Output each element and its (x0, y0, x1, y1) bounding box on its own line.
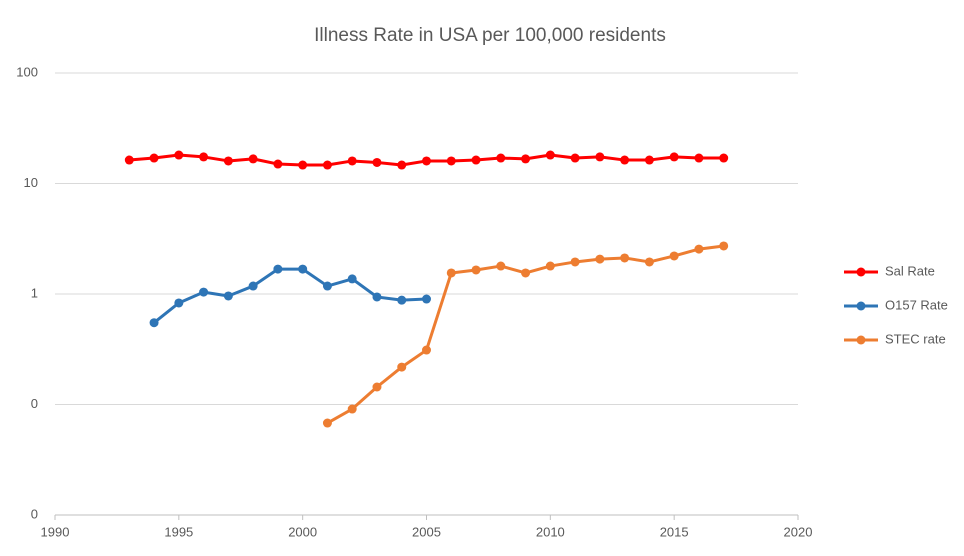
legend-marker (856, 267, 866, 277)
data-point (496, 153, 506, 163)
legend-label: O157 Rate (885, 297, 948, 312)
data-point (372, 157, 382, 167)
y-tick-label: 0 (31, 506, 38, 521)
x-tick-label: 2020 (784, 524, 813, 539)
data-point (620, 155, 630, 165)
data-point (248, 154, 258, 164)
data-point (273, 264, 283, 274)
data-point (298, 160, 308, 170)
data-point (446, 156, 456, 166)
legend-label: STEC rate (885, 331, 946, 346)
data-point (298, 264, 308, 274)
data-point (644, 155, 654, 165)
data-point (694, 153, 704, 163)
data-point (471, 155, 481, 165)
data-point (248, 281, 258, 291)
data-point (521, 154, 531, 164)
data-point (595, 152, 605, 162)
data-point (496, 261, 506, 271)
data-point (545, 261, 555, 271)
x-tick-label: 2005 (412, 524, 441, 539)
data-point (644, 257, 654, 267)
data-point (570, 257, 580, 267)
data-point (422, 156, 431, 166)
y-tick-label: 100 (16, 64, 38, 79)
data-point (694, 244, 704, 254)
data-point (273, 159, 283, 169)
data-point (223, 156, 233, 166)
legend-label: Sal Rate (885, 263, 935, 278)
x-tick-label: 1995 (164, 524, 193, 539)
data-point (347, 404, 357, 414)
x-tick-label: 2000 (288, 524, 317, 539)
data-point (372, 292, 382, 302)
data-point (595, 254, 605, 264)
data-point (669, 251, 679, 261)
x-tick-label: 2010 (536, 524, 565, 539)
data-point (719, 153, 729, 163)
legend-marker (856, 335, 866, 345)
data-point (199, 287, 209, 297)
data-point (174, 150, 184, 160)
data-point (174, 298, 184, 308)
data-point (422, 345, 431, 355)
data-point (397, 160, 407, 170)
data-point (521, 268, 531, 278)
data-point (422, 294, 431, 304)
data-point (397, 295, 407, 305)
y-tick-label: 0 (31, 396, 38, 411)
data-point (347, 156, 357, 166)
data-point (223, 291, 233, 301)
data-point (545, 150, 555, 160)
data-point (446, 268, 456, 278)
data-point (347, 274, 357, 284)
data-point (149, 153, 159, 163)
data-point (124, 155, 134, 165)
data-point (620, 253, 630, 263)
y-tick-label: 10 (24, 175, 38, 190)
x-tick-label: 1990 (41, 524, 70, 539)
data-point (570, 153, 580, 163)
data-point (471, 265, 481, 275)
x-tick-label: 2015 (660, 524, 689, 539)
data-point (322, 160, 332, 170)
data-point (322, 281, 332, 291)
data-point (149, 318, 159, 328)
chart-title: Illness Rate in USA per 100,000 resident… (314, 25, 666, 46)
data-point (669, 152, 679, 162)
data-point (199, 152, 209, 162)
data-point (322, 418, 332, 428)
data-point (719, 241, 729, 251)
y-tick-label: 1 (31, 285, 38, 300)
data-point (397, 362, 407, 372)
legend-marker (856, 301, 866, 311)
data-point (372, 382, 382, 392)
